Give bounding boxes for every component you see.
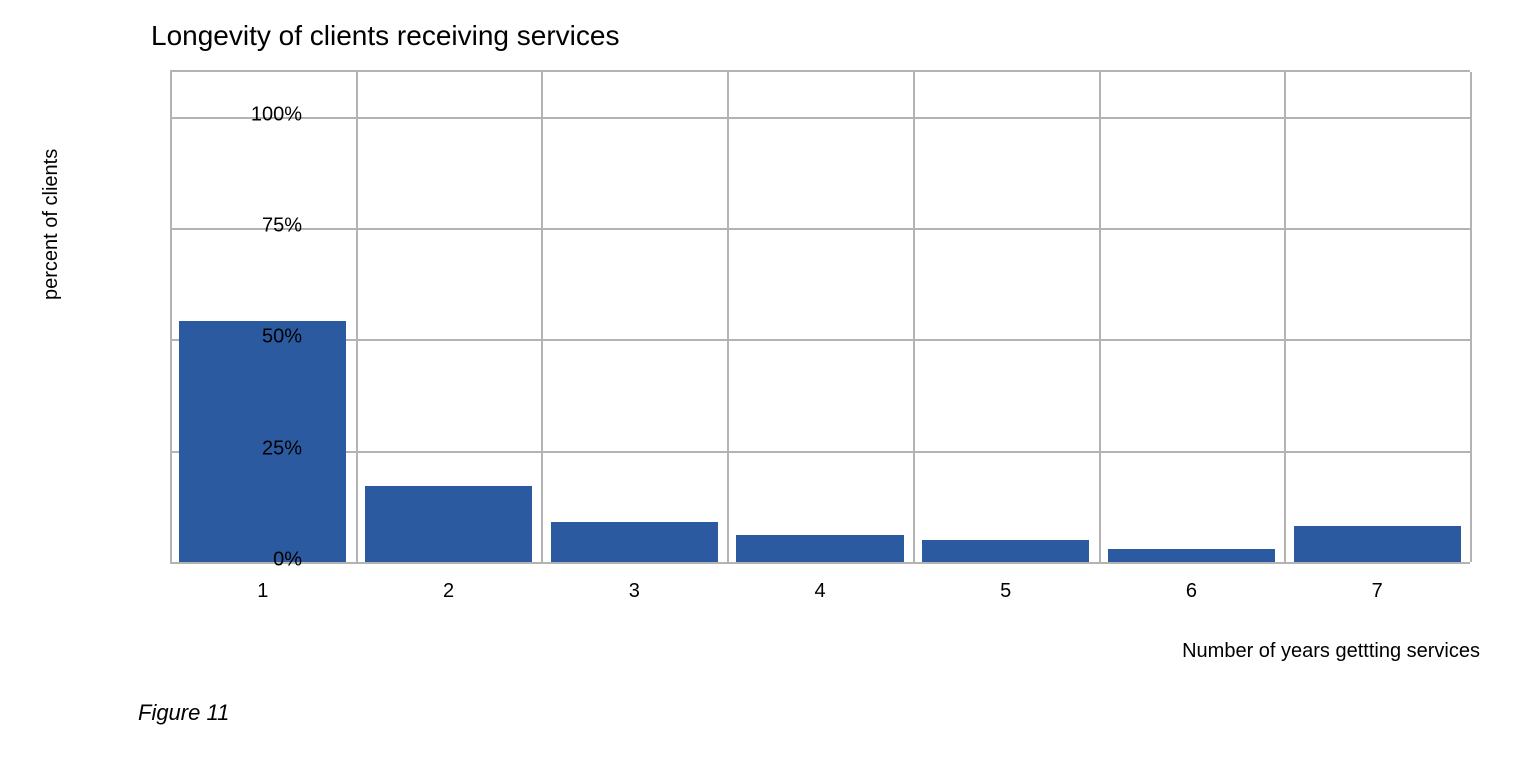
chart-caption: Figure 11: [138, 700, 229, 726]
gridline-horizontal: [170, 339, 1470, 341]
x-tick-label: 4: [814, 580, 825, 603]
gridline-vertical: [541, 72, 543, 562]
y-tick-label: 50%: [262, 326, 302, 349]
y-tick-label: 100%: [251, 103, 302, 126]
gridline-vertical: [1470, 72, 1472, 562]
x-tick-label: 2: [443, 580, 454, 603]
x-tick-label: 5: [1000, 580, 1011, 603]
gridline-horizontal: [170, 117, 1470, 119]
x-tick-label: 1: [257, 580, 268, 603]
chart-title: Longevity of clients receiving services: [151, 20, 619, 52]
bar: [922, 540, 1089, 562]
x-axis-label: Number of years gettting services: [1182, 640, 1480, 663]
y-tick-label: 75%: [262, 214, 302, 237]
gridline-vertical: [170, 72, 172, 562]
gridline-vertical: [356, 72, 358, 562]
gridline-vertical: [727, 72, 729, 562]
y-axis-label: percent of clients: [40, 149, 63, 300]
bar: [1294, 526, 1461, 562]
gridline-vertical: [1099, 72, 1101, 562]
x-tick-label: 6: [1186, 580, 1197, 603]
chart-container: Longevity of clients receiving services …: [60, 20, 1500, 740]
y-tick-label: 0%: [273, 549, 302, 572]
bar: [736, 535, 903, 562]
y-tick-label: 25%: [262, 437, 302, 460]
gridline-vertical: [1284, 72, 1286, 562]
bar: [551, 522, 718, 562]
bar: [1108, 549, 1275, 562]
gridline-horizontal: [170, 451, 1470, 453]
x-tick-label: 3: [629, 580, 640, 603]
x-tick-label: 7: [1372, 580, 1383, 603]
gridline-vertical: [913, 72, 915, 562]
gridline-horizontal: [170, 228, 1470, 230]
bar: [365, 486, 532, 562]
plot-area: [170, 70, 1470, 564]
